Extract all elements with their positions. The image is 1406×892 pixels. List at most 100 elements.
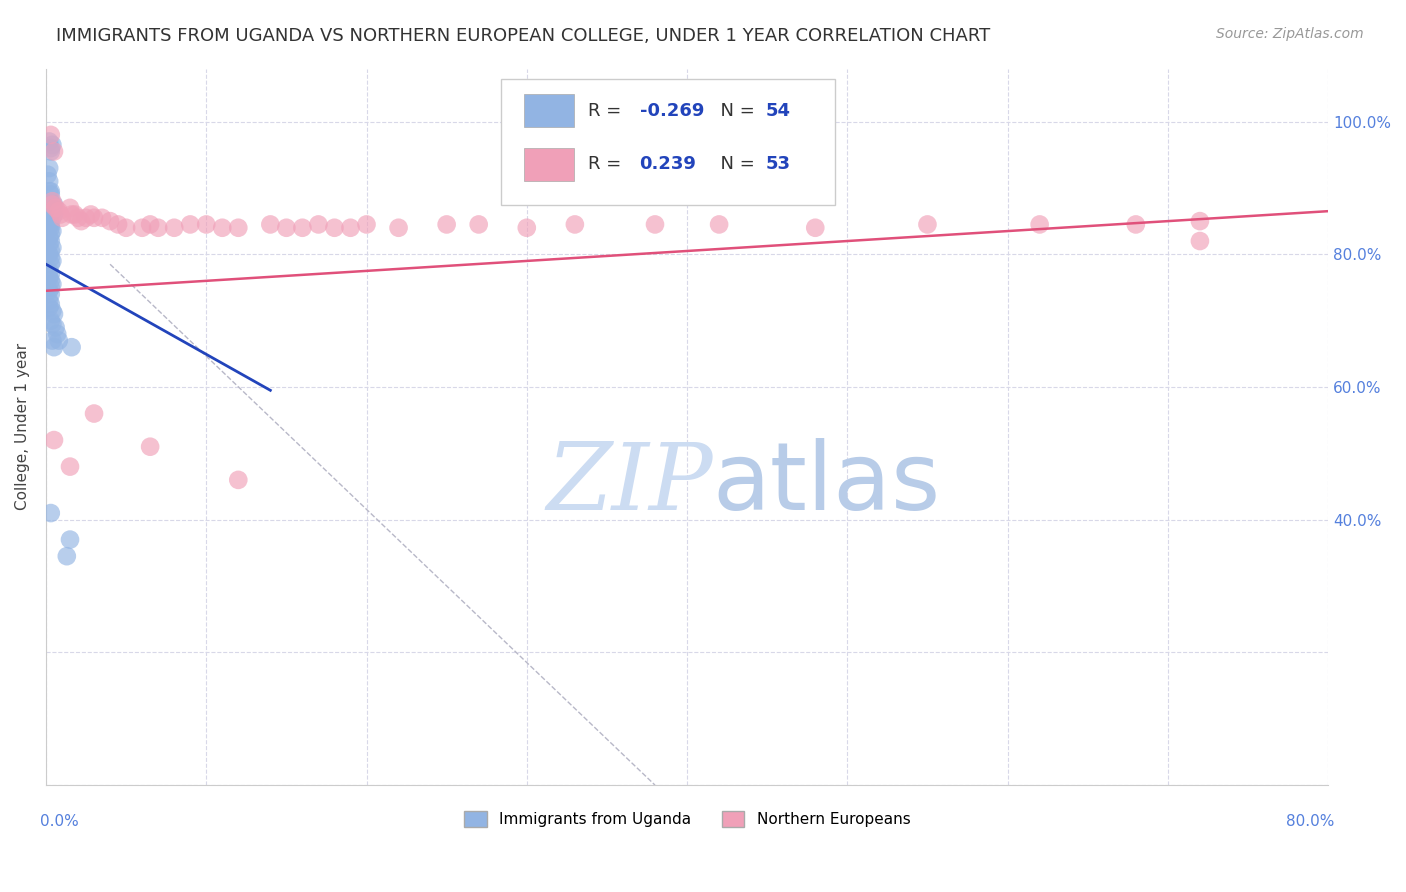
Point — [195, 218, 218, 232]
Point — [75, 211, 97, 225]
Point — [49, 207, 72, 221]
Point — [48, 334, 70, 348]
Legend: Immigrants from Uganda, Northern Europeans: Immigrants from Uganda, Northern Europea… — [456, 804, 918, 835]
Point — [39, 207, 62, 221]
Point — [39, 257, 62, 271]
Point — [163, 220, 186, 235]
Point — [41, 201, 63, 215]
Text: 0.0%: 0.0% — [39, 814, 79, 829]
Point — [38, 270, 60, 285]
Point — [139, 218, 162, 232]
Point — [41, 317, 63, 331]
Point — [48, 204, 70, 219]
Point — [323, 220, 346, 235]
Point — [59, 533, 82, 547]
Point — [291, 220, 314, 235]
Point — [41, 137, 63, 152]
Point — [39, 141, 62, 155]
Point — [39, 506, 62, 520]
Point — [436, 218, 458, 232]
Point — [42, 307, 65, 321]
Point — [98, 214, 121, 228]
Point — [39, 145, 62, 159]
Point — [356, 218, 378, 232]
Point — [66, 211, 89, 225]
Text: 0.239: 0.239 — [640, 155, 696, 173]
Point — [564, 218, 586, 232]
Point — [39, 227, 62, 242]
Point — [226, 220, 249, 235]
FancyBboxPatch shape — [501, 79, 835, 204]
Point — [139, 440, 162, 454]
Point — [38, 284, 60, 298]
Point — [41, 241, 63, 255]
Text: ZIP: ZIP — [546, 439, 713, 529]
Point — [211, 220, 233, 235]
Point — [37, 168, 59, 182]
Point — [38, 218, 60, 232]
Point — [707, 218, 730, 232]
Point — [39, 128, 62, 142]
Point — [1188, 234, 1211, 248]
Point — [91, 211, 114, 225]
Point — [39, 313, 62, 327]
Point — [38, 135, 60, 149]
Text: Source: ZipAtlas.com: Source: ZipAtlas.com — [1216, 27, 1364, 41]
Point — [804, 220, 827, 235]
Point — [39, 297, 62, 311]
Point — [41, 224, 63, 238]
Point — [467, 218, 489, 232]
Text: R =: R = — [588, 155, 633, 173]
Point — [41, 197, 63, 211]
Text: N =: N = — [709, 102, 761, 120]
Point — [70, 214, 93, 228]
Point — [307, 218, 329, 232]
Point — [45, 201, 67, 215]
Text: 54: 54 — [765, 102, 790, 120]
FancyBboxPatch shape — [524, 148, 574, 181]
Point — [387, 220, 409, 235]
Point — [39, 251, 62, 265]
Point — [1125, 218, 1147, 232]
Point — [39, 218, 62, 232]
Point — [41, 197, 63, 211]
Point — [39, 244, 62, 258]
Text: N =: N = — [709, 155, 761, 173]
Point — [42, 207, 65, 221]
Point — [41, 303, 63, 318]
Text: -0.269: -0.269 — [640, 102, 704, 120]
Point — [45, 320, 67, 334]
Point — [38, 301, 60, 315]
Point — [39, 287, 62, 301]
Point — [276, 220, 298, 235]
Point — [39, 187, 62, 202]
Point — [63, 207, 86, 221]
Point — [60, 340, 83, 354]
Point — [516, 220, 538, 235]
Point — [39, 234, 62, 248]
Point — [80, 207, 103, 221]
Point — [259, 218, 281, 232]
Point — [38, 237, 60, 252]
Point — [38, 264, 60, 278]
Point — [39, 274, 62, 288]
Point — [39, 220, 62, 235]
Text: IMMIGRANTS FROM UGANDA VS NORTHERN EUROPEAN COLLEGE, UNDER 1 YEAR CORRELATION CH: IMMIGRANTS FROM UGANDA VS NORTHERN EUROP… — [56, 27, 990, 45]
Point — [146, 220, 169, 235]
Point — [107, 218, 129, 232]
Point — [38, 293, 60, 308]
Point — [226, 473, 249, 487]
Point — [38, 161, 60, 175]
Point — [41, 277, 63, 292]
Point — [38, 184, 60, 198]
Point — [83, 407, 105, 421]
Point — [46, 326, 69, 341]
Point — [38, 174, 60, 188]
Point — [38, 230, 60, 244]
Point — [41, 334, 63, 348]
Point — [39, 184, 62, 198]
Point — [60, 207, 83, 221]
Point — [41, 211, 63, 225]
Text: R =: R = — [588, 102, 627, 120]
Point — [42, 433, 65, 447]
